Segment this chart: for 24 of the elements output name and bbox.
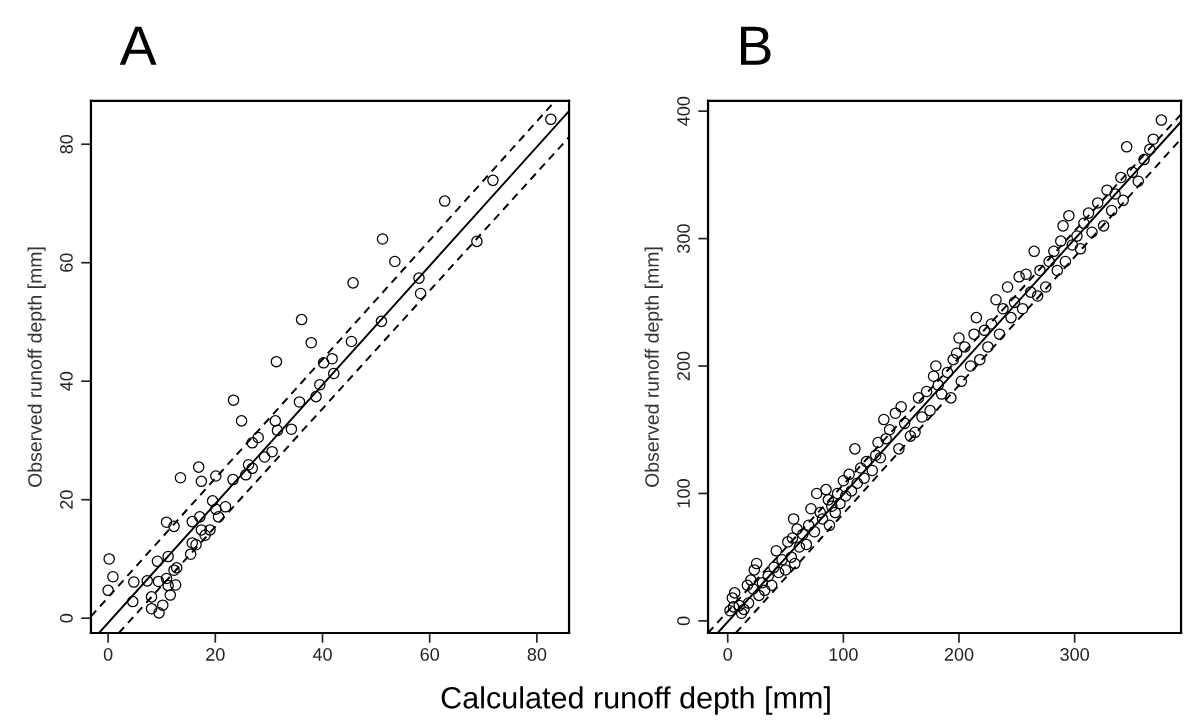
x-tick-label: 0 — [723, 648, 733, 661]
y-tick-label: 40 — [60, 371, 73, 391]
y-tick-label: 20 — [60, 490, 73, 509]
chart-title: B — [740, 26, 771, 65]
x-tick-label: 100 — [829, 648, 858, 661]
x-tick-label: 60 — [420, 648, 440, 661]
y-axis-title: Observed runoff depth [mm] — [27, 247, 46, 487]
x-tick-label: 80 — [527, 648, 547, 661]
y-axis-title: Observed runoff depth [mm] — [644, 247, 663, 487]
chart-title: A — [119, 26, 157, 65]
y-tick-label: 400 — [677, 96, 690, 126]
x-tick-label: 0 — [103, 648, 113, 661]
y-tick-label: 0 — [60, 613, 73, 623]
x-tick-label: 40 — [312, 648, 332, 661]
x-tick-label: 20 — [206, 648, 225, 661]
x-axis-title: Calculated runoff depth [mm] — [441, 686, 830, 715]
y-tick-label: 300 — [677, 224, 690, 253]
x-tick-label: 200 — [944, 648, 974, 661]
y-tick-label: 80 — [60, 134, 73, 154]
x-tick-label: 300 — [1060, 648, 1089, 661]
y-tick-label: 200 — [677, 351, 690, 381]
y-tick-label: 0 — [677, 616, 690, 626]
y-tick-label: 100 — [677, 479, 690, 508]
y-tick-label: 60 — [60, 253, 73, 272]
